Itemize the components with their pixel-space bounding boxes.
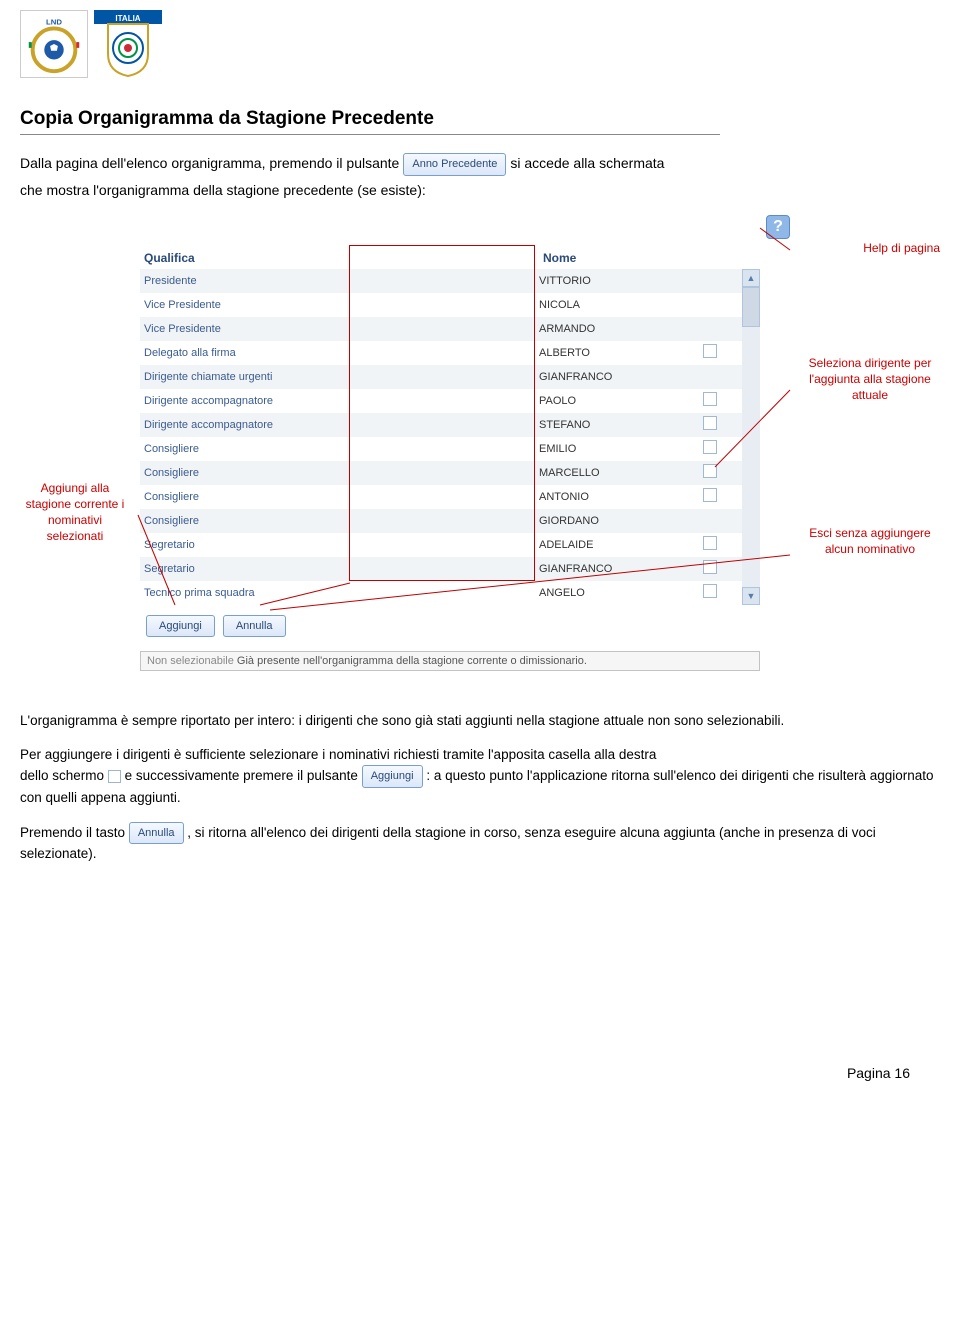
help-icon[interactable]: ? <box>766 215 790 239</box>
row-checkbox[interactable] <box>703 464 717 478</box>
cell-nome: ANTONIO <box>535 491 695 503</box>
title-text: Copia Organigramma da Stagione Precedent… <box>20 108 940 130</box>
legend-box: Non selezionabile Già presente nell'orga… <box>140 651 760 671</box>
buttons-row: Aggiungi Annulla <box>140 615 760 637</box>
cell-nome: ALBERTO <box>535 347 695 359</box>
intro-text-1a: Dalla pagina dell'elenco organigramma, p… <box>20 153 399 174</box>
intro-paragraph: Dalla pagina dell'elenco organigramma, p… <box>20 153 940 176</box>
body-p3-a: Premendo il tasto <box>20 825 125 840</box>
callout-seleziona: Seleziona dirigente per l'aggiunta alla … <box>800 355 940 404</box>
cell-checkbox <box>695 584 725 601</box>
body-p2: Per aggiungere i dirigenti è sufficiente… <box>20 745 940 808</box>
cell-qualifica: Tecnico prima squadra <box>140 587 345 599</box>
legend-label: Non selezionabile <box>147 655 234 667</box>
row-checkbox[interactable] <box>703 536 717 550</box>
annulla-inline-button[interactable]: Annulla <box>129 822 184 845</box>
cell-qualifica: Presidente <box>140 275 345 287</box>
cell-qualifica: Vice Presidente <box>140 299 345 311</box>
intro-line2: che mostra l'organigramma della stagione… <box>20 180 940 201</box>
anno-precedente-button[interactable]: Anno Precedente <box>403 153 506 176</box>
row-checkbox[interactable] <box>703 344 717 358</box>
cell-checkbox <box>695 464 725 481</box>
cell-checkbox <box>695 560 725 577</box>
header-chk <box>699 251 729 265</box>
cell-nome: ANGELO <box>535 587 695 599</box>
cell-nome: PAOLO <box>535 395 695 407</box>
cell-checkbox <box>695 392 725 409</box>
aggiungi-button[interactable]: Aggiungi <box>146 615 215 637</box>
cell-nome: GIANFRANCO <box>535 563 695 575</box>
svg-text:ITALIA: ITALIA <box>115 14 140 23</box>
header-nome: Nome <box>539 251 699 265</box>
scroll-down-icon[interactable]: ▼ <box>742 587 760 605</box>
screenshot-layout: Aggiungi alla stagione corrente i nomina… <box>20 215 940 671</box>
cell-qualifica: Dirigente accompagnatore <box>140 419 345 431</box>
cell-nome: EMILIO <box>535 443 695 455</box>
body-p3: Premendo il tasto Annulla , si ritorna a… <box>20 822 940 865</box>
row-checkbox[interactable] <box>703 584 717 598</box>
cognome-highlight-box <box>349 245 535 581</box>
page-footer: Pagina 16 <box>20 1065 940 1081</box>
header-logos: LND ITALIA <box>20 10 940 78</box>
scrollbar[interactable]: ▲ ▼ <box>742 269 760 605</box>
annulla-button[interactable]: Annulla <box>223 615 286 637</box>
cell-nome: ARMANDO <box>535 323 695 335</box>
cell-nome: VITTORIO <box>535 275 695 287</box>
cell-nome: ADELAIDE <box>535 539 695 551</box>
cell-qualifica: Dirigente accompagnatore <box>140 395 345 407</box>
cell-nome: GIORDANO <box>535 515 695 527</box>
cell-checkbox <box>695 344 725 361</box>
header-scroll-spacer <box>729 251 747 265</box>
cell-nome: MARCELLO <box>535 467 695 479</box>
row-checkbox[interactable] <box>703 416 717 430</box>
body-p2-b: dello schermo <box>20 768 104 783</box>
left-callout: Aggiungi alla stagione corrente i nomina… <box>20 215 140 671</box>
row-checkbox[interactable] <box>703 488 717 502</box>
screenshot-panel: ? Qualifica Nome Presidente VITTORIO Vice … <box>140 215 800 671</box>
row-checkbox[interactable] <box>703 560 717 574</box>
cell-checkbox <box>695 536 725 553</box>
section-title: Copia Organigramma da Stagione Precedent… <box>20 108 940 135</box>
cell-qualifica: Consigliere <box>140 491 345 503</box>
cell-checkbox <box>695 488 725 505</box>
cell-qualifica: Delegato alla firma <box>140 347 345 359</box>
cell-checkbox <box>695 416 725 433</box>
cell-nome: NICOLA <box>535 299 695 311</box>
aggiungi-inline-button[interactable]: Aggiungi <box>362 765 423 788</box>
cell-qualifica: Segretario <box>140 539 345 551</box>
cell-qualifica: Consigliere <box>140 443 345 455</box>
figc-logo-icon: ITALIA <box>94 10 162 78</box>
scroll-up-icon[interactable]: ▲ <box>742 269 760 287</box>
row-checkbox[interactable] <box>703 440 717 454</box>
row-checkbox[interactable] <box>703 392 717 406</box>
cell-qualifica: Consigliere <box>140 467 345 479</box>
legend-text: Già presente nell'organigramma della sta… <box>237 655 587 667</box>
cell-checkbox <box>695 440 725 457</box>
scroll-thumb[interactable] <box>742 287 760 327</box>
lnd-logo-icon: LND <box>20 10 88 78</box>
svg-text:LND: LND <box>46 18 62 27</box>
header-qualifica: Qualifica <box>144 251 349 265</box>
body-text: L'organigramma è sempre riportato per in… <box>20 711 940 865</box>
cell-qualifica: Segretario <box>140 563 345 575</box>
cell-qualifica: Dirigente chiamate urgenti <box>140 371 345 383</box>
body-p2-a: Per aggiungere i dirigenti è sufficiente… <box>20 747 656 762</box>
callout-esci: Esci senza aggiungere alcun nominativo <box>800 525 940 557</box>
checkbox-inline-icon <box>108 770 121 783</box>
right-callouts: Help di pagina Seleziona dirigente per l… <box>800 215 940 671</box>
body-p1: L'organigramma è sempre riportato per in… <box>20 711 940 731</box>
cell-nome: GIANFRANCO <box>535 371 695 383</box>
cell-qualifica: Consigliere <box>140 515 345 527</box>
cell-qualifica: Vice Presidente <box>140 323 345 335</box>
table-row: Tecnico prima squadra ANGELO <box>140 581 742 605</box>
intro-text-1b: si accede alla schermata <box>510 153 664 174</box>
cell-nome: STEFANO <box>535 419 695 431</box>
callout-help: Help di pagina <box>863 240 940 256</box>
title-underline <box>20 134 720 135</box>
body-p2-c: e successivamente premere il pulsante <box>125 768 358 783</box>
